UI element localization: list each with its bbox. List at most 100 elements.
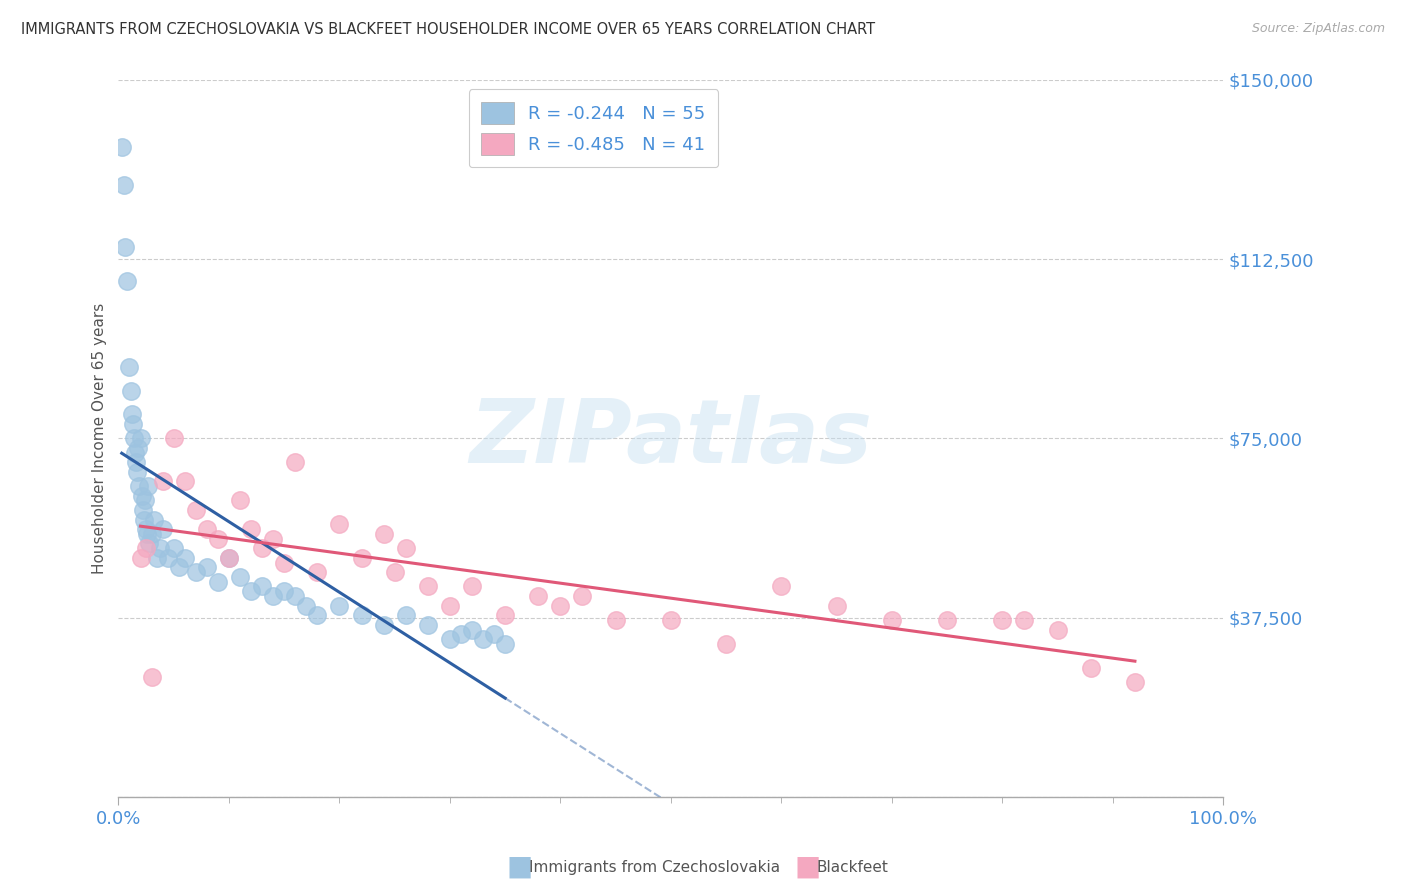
Point — [571, 589, 593, 603]
Point — [120, 384, 142, 398]
Point — [416, 617, 439, 632]
Point — [142, 513, 165, 527]
Point — [659, 613, 682, 627]
Point — [350, 608, 373, 623]
Text: ■: ■ — [794, 853, 821, 881]
Point — [184, 503, 207, 517]
Point — [195, 560, 218, 574]
Point — [307, 565, 329, 579]
Point — [111, 140, 134, 154]
Point — [118, 359, 141, 374]
Point — [250, 541, 273, 556]
Point — [152, 522, 174, 536]
Point — [395, 541, 418, 556]
Point — [128, 479, 150, 493]
Point — [136, 479, 159, 493]
Point — [527, 589, 550, 603]
Point — [122, 431, 145, 445]
Point — [1014, 613, 1036, 627]
Point — [207, 574, 229, 589]
Point — [1046, 623, 1069, 637]
Point — [138, 536, 160, 550]
Point — [127, 465, 149, 479]
Point — [229, 493, 252, 508]
Point — [141, 527, 163, 541]
Point — [295, 599, 318, 613]
Text: ■: ■ — [506, 853, 533, 881]
Point — [134, 493, 156, 508]
Point — [350, 550, 373, 565]
Point — [439, 599, 461, 613]
Point — [461, 623, 484, 637]
Point — [132, 513, 155, 527]
Point — [395, 608, 418, 623]
Point — [127, 441, 149, 455]
Point — [117, 274, 139, 288]
Point — [129, 431, 152, 445]
Point — [273, 584, 295, 599]
Point — [416, 580, 439, 594]
Point — [218, 550, 240, 565]
Text: ZIPatlas: ZIPatlas — [470, 395, 872, 482]
Point — [229, 570, 252, 584]
Point — [714, 637, 737, 651]
Point — [1080, 661, 1102, 675]
Point — [770, 580, 793, 594]
Point — [284, 455, 307, 469]
Point — [195, 522, 218, 536]
Text: Source: ZipAtlas.com: Source: ZipAtlas.com — [1251, 22, 1385, 36]
Point — [136, 527, 159, 541]
Point — [149, 541, 172, 556]
Point — [550, 599, 572, 613]
Point — [163, 431, 186, 445]
Point — [450, 627, 472, 641]
Point — [173, 550, 195, 565]
Point — [373, 527, 395, 541]
Point — [439, 632, 461, 646]
Point — [157, 550, 180, 565]
Point — [152, 475, 174, 489]
Point — [307, 608, 329, 623]
Point — [167, 560, 190, 574]
Text: Blackfeet: Blackfeet — [817, 860, 889, 874]
Point — [1123, 675, 1146, 690]
Point — [121, 408, 143, 422]
Point — [135, 541, 157, 556]
Point — [131, 489, 153, 503]
Point — [250, 580, 273, 594]
Point — [112, 178, 135, 193]
Point — [262, 532, 284, 546]
Point — [605, 613, 627, 627]
Point — [328, 599, 350, 613]
Point — [114, 240, 136, 254]
Point — [240, 584, 263, 599]
Point — [461, 580, 484, 594]
Point — [240, 522, 263, 536]
Point — [129, 550, 152, 565]
Point — [163, 541, 186, 556]
Point — [384, 565, 406, 579]
Point — [124, 446, 146, 460]
Text: IMMIGRANTS FROM CZECHOSLOVAKIA VS BLACKFEET HOUSEHOLDER INCOME OVER 65 YEARS COR: IMMIGRANTS FROM CZECHOSLOVAKIA VS BLACKF… — [21, 22, 875, 37]
Point — [207, 532, 229, 546]
Point — [284, 589, 307, 603]
Legend: R = -0.244   N = 55, R = -0.485   N = 41: R = -0.244 N = 55, R = -0.485 N = 41 — [468, 89, 718, 168]
Point — [825, 599, 848, 613]
Point — [472, 632, 495, 646]
Point — [373, 617, 395, 632]
Point — [218, 550, 240, 565]
Point — [482, 627, 505, 641]
Text: Immigrants from Czechoslovakia: Immigrants from Czechoslovakia — [529, 860, 780, 874]
Point — [135, 522, 157, 536]
Point — [494, 637, 516, 651]
Point — [146, 550, 169, 565]
Point — [494, 608, 516, 623]
Point — [262, 589, 284, 603]
Point — [141, 670, 163, 684]
Point — [273, 556, 295, 570]
Point — [173, 475, 195, 489]
Y-axis label: Householder Income Over 65 years: Householder Income Over 65 years — [93, 302, 107, 574]
Point — [880, 613, 903, 627]
Point — [132, 503, 155, 517]
Point — [125, 455, 148, 469]
